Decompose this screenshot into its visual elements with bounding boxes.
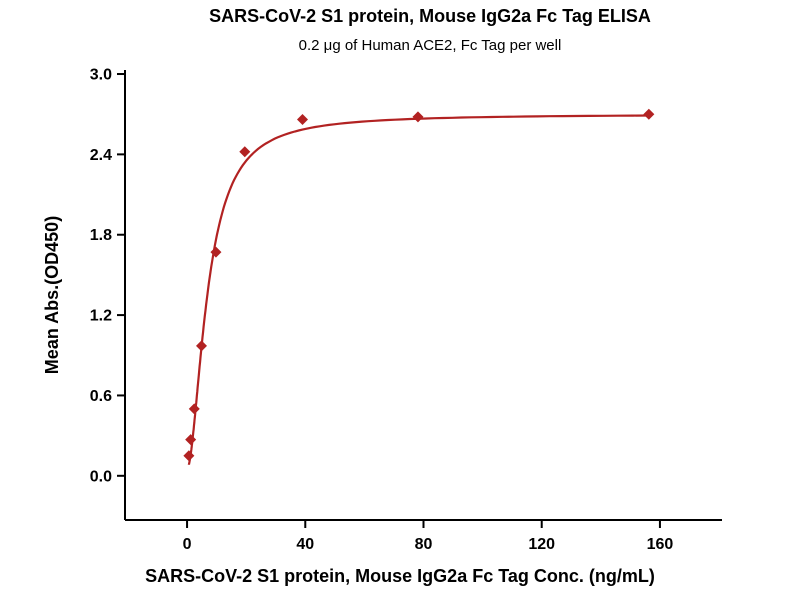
data-point <box>195 340 207 352</box>
data-point <box>643 108 655 120</box>
x-tick-label: 80 <box>415 536 433 553</box>
x-tick-label: 160 <box>647 536 674 553</box>
data-point <box>185 434 197 446</box>
y-tick-label: 1.8 <box>90 227 112 244</box>
y-tick-label: 1.2 <box>90 308 112 325</box>
chart-subtitle: 0.2 μg of Human ACE2, Fc Tag per well <box>298 37 562 54</box>
y-tick-label: 2.4 <box>90 147 112 164</box>
data-point <box>412 111 424 123</box>
y-tick-label: 3.0 <box>90 67 112 84</box>
fit-curve <box>187 114 649 465</box>
data-point <box>183 450 195 462</box>
x-axis-label: SARS-CoV-2 S1 protein, Mouse IgG2a Fc Ta… <box>145 566 655 586</box>
data-point <box>239 146 251 158</box>
x-tick-label: 120 <box>528 536 555 553</box>
y-tick-label: 0.0 <box>90 468 112 485</box>
x-tick-label: 0 <box>183 536 192 553</box>
chart-title: SARS-CoV-2 S1 protein, Mouse IgG2a Fc Ta… <box>209 6 651 26</box>
y-tick-label: 0.6 <box>90 388 112 405</box>
x-tick-label: 40 <box>296 536 314 553</box>
data-point <box>188 403 200 415</box>
data-point <box>210 246 222 258</box>
data-point <box>297 114 309 126</box>
